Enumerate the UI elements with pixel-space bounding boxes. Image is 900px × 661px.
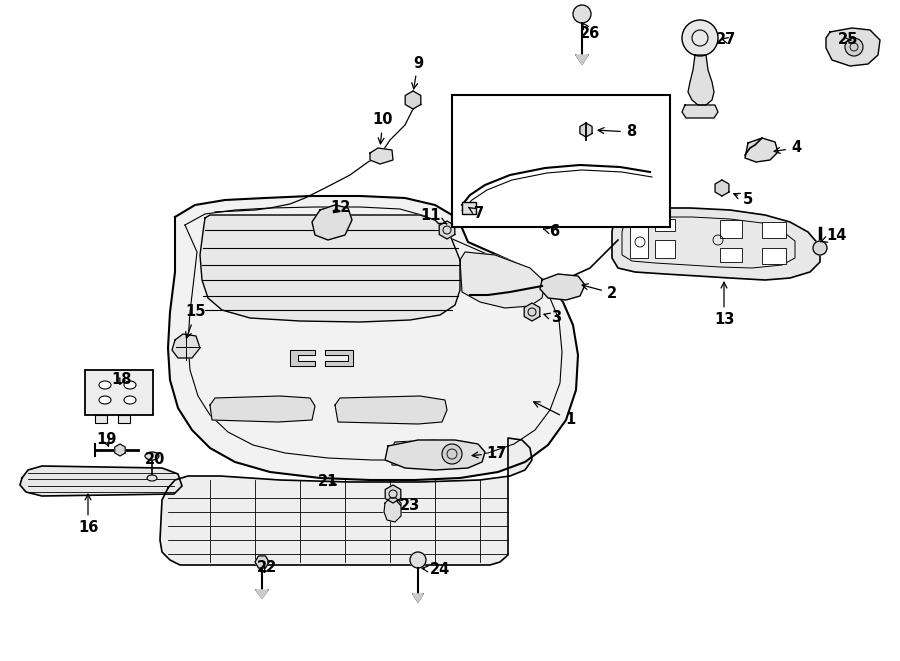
Bar: [462, 202, 476, 214]
Bar: [762, 248, 786, 264]
Polygon shape: [682, 105, 718, 118]
Bar: [720, 220, 742, 238]
Polygon shape: [290, 350, 315, 366]
Circle shape: [442, 444, 462, 464]
Polygon shape: [384, 498, 401, 522]
Polygon shape: [439, 221, 454, 239]
Text: 27: 27: [716, 32, 736, 48]
Polygon shape: [688, 55, 714, 105]
Polygon shape: [20, 466, 182, 496]
Polygon shape: [460, 252, 545, 308]
Text: 4: 4: [774, 141, 801, 155]
Text: 12: 12: [329, 200, 350, 215]
Text: 26: 26: [580, 23, 600, 42]
Polygon shape: [576, 55, 588, 64]
Text: 10: 10: [373, 112, 393, 144]
Polygon shape: [325, 350, 353, 366]
Ellipse shape: [99, 381, 111, 389]
Polygon shape: [168, 196, 578, 480]
Bar: [95, 415, 107, 423]
Bar: [85, 370, 153, 415]
Bar: [720, 248, 742, 262]
Bar: [452, 95, 670, 227]
Ellipse shape: [124, 381, 136, 389]
Ellipse shape: [147, 475, 157, 481]
Polygon shape: [172, 334, 200, 358]
Text: 9: 9: [412, 56, 423, 89]
Text: 11: 11: [421, 208, 446, 224]
Polygon shape: [335, 396, 447, 424]
Polygon shape: [255, 556, 269, 568]
Text: 2: 2: [582, 284, 617, 301]
Polygon shape: [115, 444, 125, 456]
Text: 16: 16: [77, 494, 98, 535]
Text: 6: 6: [544, 225, 559, 239]
Bar: [655, 240, 675, 258]
Polygon shape: [540, 274, 585, 300]
Text: 24: 24: [422, 563, 450, 578]
Circle shape: [682, 20, 718, 56]
Text: 22: 22: [256, 561, 277, 576]
Polygon shape: [745, 138, 778, 162]
Polygon shape: [826, 28, 880, 66]
Polygon shape: [390, 440, 465, 467]
Text: 1: 1: [534, 402, 575, 428]
Polygon shape: [716, 180, 729, 196]
Text: 17: 17: [472, 446, 508, 461]
Bar: [630, 220, 648, 258]
Polygon shape: [160, 438, 532, 565]
Text: 8: 8: [598, 124, 636, 139]
Polygon shape: [256, 590, 268, 598]
Polygon shape: [405, 91, 421, 109]
Polygon shape: [200, 215, 460, 322]
Circle shape: [813, 241, 827, 255]
Text: 19: 19: [95, 432, 116, 447]
Text: 13: 13: [714, 282, 734, 327]
Text: 18: 18: [112, 373, 132, 387]
Bar: [655, 219, 675, 231]
Polygon shape: [385, 440, 485, 470]
Text: 21: 21: [318, 475, 338, 490]
Polygon shape: [370, 148, 393, 164]
Polygon shape: [413, 594, 423, 602]
Polygon shape: [524, 303, 540, 321]
Ellipse shape: [145, 452, 159, 460]
Text: 14: 14: [821, 229, 846, 243]
Text: 20: 20: [145, 453, 166, 467]
Bar: [118, 415, 130, 423]
Text: 15: 15: [185, 305, 206, 338]
Polygon shape: [210, 396, 315, 422]
Polygon shape: [312, 205, 352, 240]
Text: 7: 7: [469, 206, 484, 221]
Polygon shape: [612, 208, 820, 280]
Circle shape: [845, 38, 863, 56]
Bar: [762, 222, 786, 238]
Polygon shape: [580, 123, 592, 137]
Text: 23: 23: [396, 498, 420, 514]
Ellipse shape: [124, 396, 136, 404]
Circle shape: [573, 5, 591, 23]
Ellipse shape: [99, 396, 111, 404]
Circle shape: [410, 552, 426, 568]
Text: 5: 5: [734, 192, 753, 208]
Text: 3: 3: [544, 311, 561, 325]
Text: 25: 25: [838, 32, 859, 48]
Polygon shape: [385, 485, 400, 503]
